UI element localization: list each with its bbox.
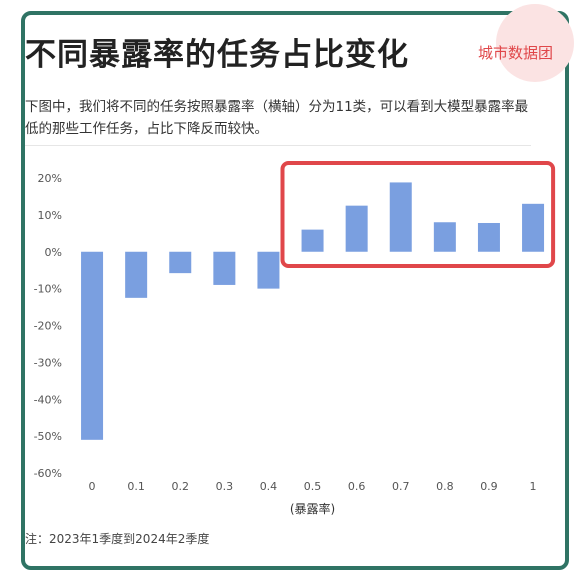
highlight-box — [280, 161, 556, 268]
x-axis-ticks: 0 0.1 0.2 0.3 0.4 0.5 0.6 0.7 0.8 0.9 1 — [89, 480, 537, 493]
chart-title: 不同暴露率的任务占比变化 — [25, 37, 409, 73]
bar — [81, 251, 104, 440]
bar — [477, 222, 500, 252]
bar — [301, 229, 324, 252]
y-tick-label: 10% — [38, 209, 62, 222]
y-tick-label: -30% — [34, 356, 62, 369]
x-tick-label: 0 — [89, 480, 96, 493]
x-tick-label: 0.2 — [172, 480, 190, 493]
y-tick-label: -40% — [34, 393, 62, 406]
y-tick-label: 0% — [45, 246, 62, 259]
brand-watermark: 城市数据团 — [478, 4, 574, 100]
y-tick-label: -60% — [34, 467, 62, 480]
x-tick-label: 1 — [530, 480, 537, 493]
chart-subtitle: 下图中，我们将不同的任务按照暴露率（横轴）分为11类，可以看到大模型暴露率最低的… — [25, 99, 529, 137]
bars — [81, 182, 545, 440]
x-tick-label: 0.7 — [392, 480, 410, 493]
bar — [433, 222, 456, 252]
brand-label: 城市数据团 — [478, 44, 554, 62]
x-tick-label: 0.3 — [216, 480, 234, 493]
x-tick-label: 0.6 — [348, 480, 366, 493]
bar — [522, 203, 545, 252]
chart-card — [21, 11, 569, 570]
bar — [213, 251, 236, 285]
bar — [257, 251, 280, 289]
x-tick-label: 0.9 — [480, 480, 498, 493]
bar — [125, 251, 148, 298]
x-tick-label: 0.4 — [260, 480, 278, 493]
y-axis-ticks: 20% 10% 0% -10% -20% -30% -40% -50% -60% — [34, 172, 62, 480]
x-tick-label: 0.1 — [127, 480, 145, 493]
chart-footnote: 注：2023年1季度到2024年2季度 — [25, 532, 210, 546]
x-tick-label: 0.5 — [304, 480, 322, 493]
y-tick-label: 20% — [38, 172, 62, 185]
y-tick-label: -10% — [34, 283, 62, 296]
x-tick-label: 0.8 — [436, 480, 454, 493]
divider — [25, 145, 531, 146]
y-tick-label: -20% — [34, 320, 62, 333]
brand-logo-circle — [496, 4, 574, 82]
y-tick-label: -50% — [34, 430, 62, 443]
bar — [389, 182, 412, 252]
bar — [345, 205, 368, 252]
bar — [169, 251, 192, 274]
x-axis-label: (暴露率) — [290, 501, 335, 516]
